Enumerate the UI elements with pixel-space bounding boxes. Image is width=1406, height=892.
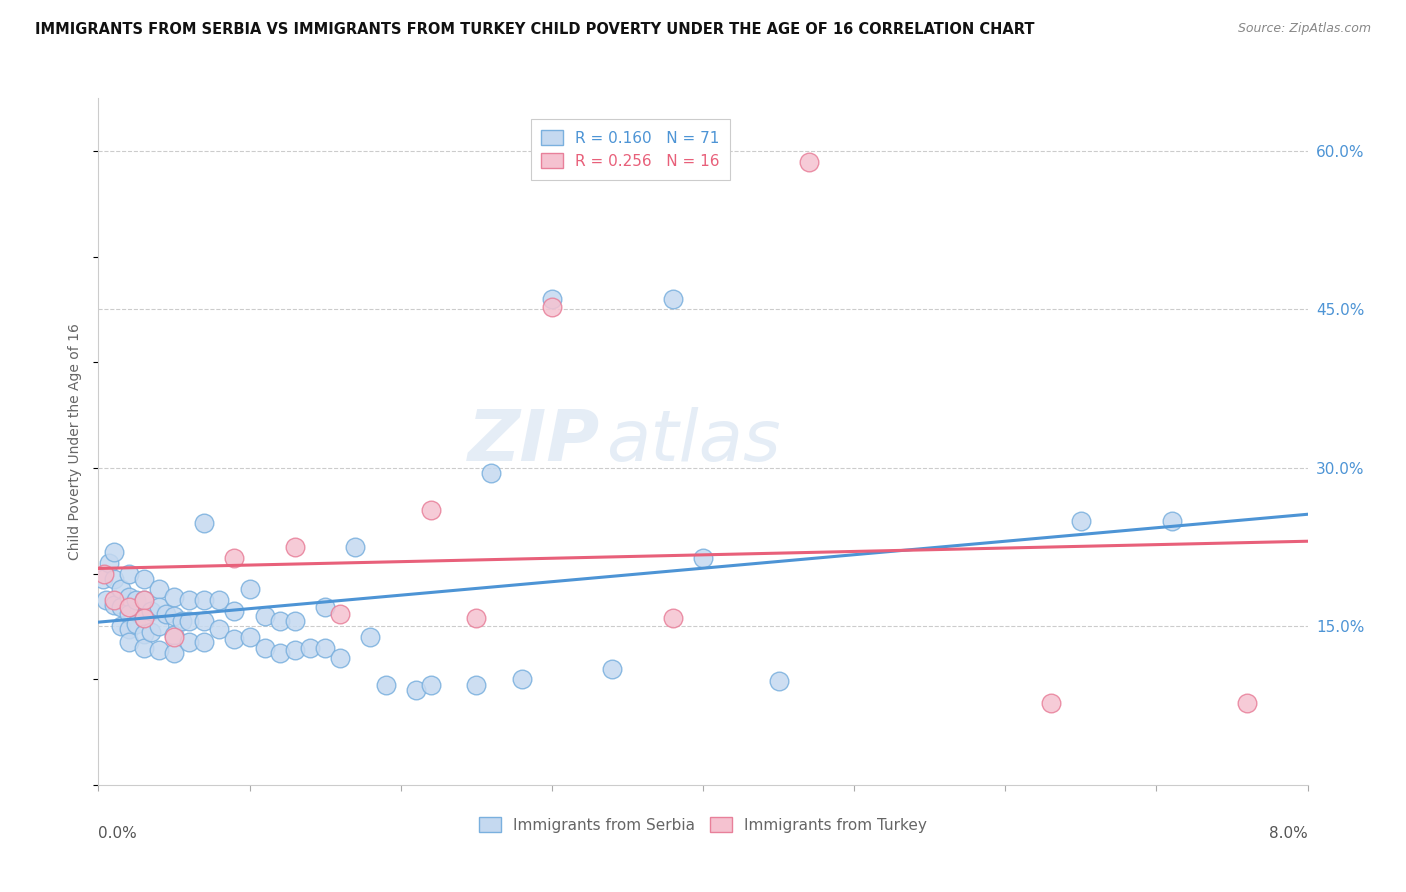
Point [141, 624, 163, 639]
Point [661, 611, 683, 625]
Point [420, 677, 443, 691]
Point [148, 619, 170, 633]
Point [163, 590, 186, 604]
Point [193, 614, 215, 628]
Point [360, 630, 382, 644]
Point [148, 582, 170, 597]
Point [110, 600, 132, 615]
Point [1236, 696, 1258, 710]
Point [540, 301, 562, 315]
Point [103, 599, 125, 613]
Point [118, 607, 141, 621]
Point [132, 640, 155, 655]
Point [314, 600, 336, 615]
Point [374, 677, 396, 691]
Text: atlas: atlas [606, 407, 780, 476]
Point [284, 642, 307, 657]
Point [224, 550, 246, 565]
Point [284, 540, 307, 554]
Point [132, 593, 155, 607]
Point [110, 619, 132, 633]
Point [118, 622, 141, 636]
Point [91, 572, 114, 586]
Point [465, 611, 488, 625]
Point [208, 622, 231, 636]
Point [692, 550, 714, 565]
Point [1070, 514, 1092, 528]
Point [193, 516, 215, 530]
Point [118, 600, 141, 615]
Point [118, 635, 141, 649]
Point [179, 593, 201, 607]
Point [103, 593, 125, 607]
Point [239, 582, 262, 597]
Point [163, 608, 186, 623]
Point [132, 572, 155, 586]
Legend: Immigrants from Serbia, Immigrants from Turkey: Immigrants from Serbia, Immigrants from … [474, 812, 932, 839]
Point [602, 662, 624, 676]
Point [329, 607, 352, 621]
Point [208, 593, 231, 607]
Point [141, 604, 163, 618]
Point [540, 292, 562, 306]
Point [132, 611, 155, 625]
Point [661, 292, 683, 306]
Point [170, 614, 193, 628]
Point [93, 566, 115, 581]
Point [768, 674, 790, 689]
Point [163, 630, 186, 644]
Point [148, 642, 170, 657]
Point [253, 608, 276, 623]
Point [118, 566, 141, 581]
Point [148, 600, 170, 615]
Point [103, 572, 125, 586]
Point [125, 617, 148, 632]
Point [1160, 514, 1182, 528]
Point [125, 593, 148, 607]
Point [299, 640, 322, 655]
Point [797, 154, 820, 169]
Point [405, 682, 427, 697]
Point [224, 632, 246, 647]
Point [269, 614, 291, 628]
Point [179, 614, 201, 628]
Point [98, 556, 121, 570]
Y-axis label: Child Poverty Under the Age of 16: Child Poverty Under the Age of 16 [69, 323, 83, 560]
Point [224, 604, 246, 618]
Point [193, 635, 215, 649]
Point [155, 607, 177, 621]
Point [269, 646, 291, 660]
Point [253, 640, 276, 655]
Text: Source: ZipAtlas.com: Source: ZipAtlas.com [1237, 22, 1371, 36]
Point [344, 540, 367, 554]
Point [132, 593, 155, 607]
Text: 0.0%: 0.0% [98, 826, 138, 841]
Point [510, 673, 533, 687]
Point [193, 593, 215, 607]
Point [103, 545, 125, 559]
Point [163, 628, 186, 642]
Point [179, 635, 201, 649]
Point [132, 611, 155, 625]
Point [465, 677, 488, 691]
Point [94, 593, 117, 607]
Point [239, 630, 262, 644]
Point [284, 614, 307, 628]
Point [132, 627, 155, 641]
Text: 8.0%: 8.0% [1268, 826, 1308, 841]
Point [163, 646, 186, 660]
Text: ZIP: ZIP [468, 407, 600, 476]
Point [420, 503, 443, 517]
Point [118, 590, 141, 604]
Text: IMMIGRANTS FROM SERBIA VS IMMIGRANTS FROM TURKEY CHILD POVERTY UNDER THE AGE OF : IMMIGRANTS FROM SERBIA VS IMMIGRANTS FRO… [35, 22, 1035, 37]
Point [1039, 696, 1062, 710]
Point [481, 467, 503, 481]
Point [329, 651, 352, 665]
Point [110, 582, 132, 597]
Point [314, 640, 336, 655]
